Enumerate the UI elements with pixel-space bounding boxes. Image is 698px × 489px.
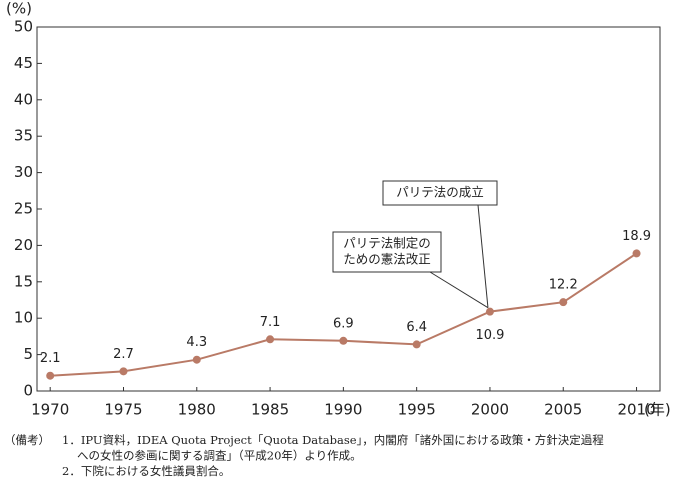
x-tick-label: 2010 [617, 401, 655, 419]
callout-line [477, 204, 489, 308]
annotation-text: パリテ法制定の [343, 236, 431, 251]
value-label: 7.1 [260, 315, 281, 330]
x-tick-label: 2000 [471, 401, 509, 419]
annotation-box [332, 231, 442, 273]
y-tick-label: 30 [14, 163, 33, 181]
value-label: 10.9 [475, 328, 504, 343]
x-tick-label: 1980 [178, 401, 216, 419]
y-tick-label: 15 [14, 272, 33, 290]
annotation-box [382, 180, 498, 206]
callout-line [429, 271, 489, 309]
y-tick-label: 10 [14, 309, 33, 327]
marker [559, 298, 568, 307]
x-tick-label: 1975 [104, 401, 142, 419]
marker [119, 367, 128, 376]
x-tick-label: 1995 [398, 401, 436, 419]
value-label: 6.4 [406, 320, 427, 335]
note-line: への女性の参画に関する調査」（平成20年）より作成。 [77, 449, 362, 463]
note-line: 2．下院における女性議員割合。 [62, 464, 230, 478]
annotation-text: パリテ法の成立 [396, 185, 484, 200]
marker [266, 335, 275, 344]
marker [339, 336, 348, 345]
y-tick-label: 5 [23, 345, 33, 363]
y-tick-label: 0 [23, 382, 33, 400]
plot-frame [36, 26, 661, 392]
y-tick-label: 40 [14, 90, 33, 108]
y-tick-label: 45 [14, 54, 33, 72]
x-tick-label: 2005 [544, 401, 582, 419]
x-tick-label: 1985 [251, 401, 289, 419]
notes-head: （備考） [4, 433, 50, 447]
marker [485, 307, 494, 316]
x-unit: (年) [644, 401, 671, 419]
value-label: 18.9 [622, 229, 651, 244]
marker [192, 355, 201, 364]
value-label: 2.7 [113, 347, 134, 362]
y-tick-label: 35 [14, 127, 33, 145]
value-label: 12.2 [549, 278, 578, 293]
value-label: 6.9 [333, 316, 354, 331]
y-tick-label: 20 [14, 236, 33, 254]
marker [632, 249, 641, 258]
y-tick-label: 25 [14, 200, 33, 218]
value-label: 2.1 [40, 351, 61, 366]
y-tick-label: 50 [14, 18, 33, 36]
value-label: 4.3 [186, 335, 207, 350]
x-tick-label: 1990 [324, 401, 362, 419]
note-line: 1．IPU資料，IDEA Quota Project「Quota Databas… [62, 433, 604, 447]
marker [412, 340, 421, 349]
marker [46, 371, 55, 380]
x-tick-label: 1970 [31, 401, 69, 419]
y-unit: (%) [6, 0, 32, 18]
annotation-text: ための憲法改正 [343, 252, 431, 267]
